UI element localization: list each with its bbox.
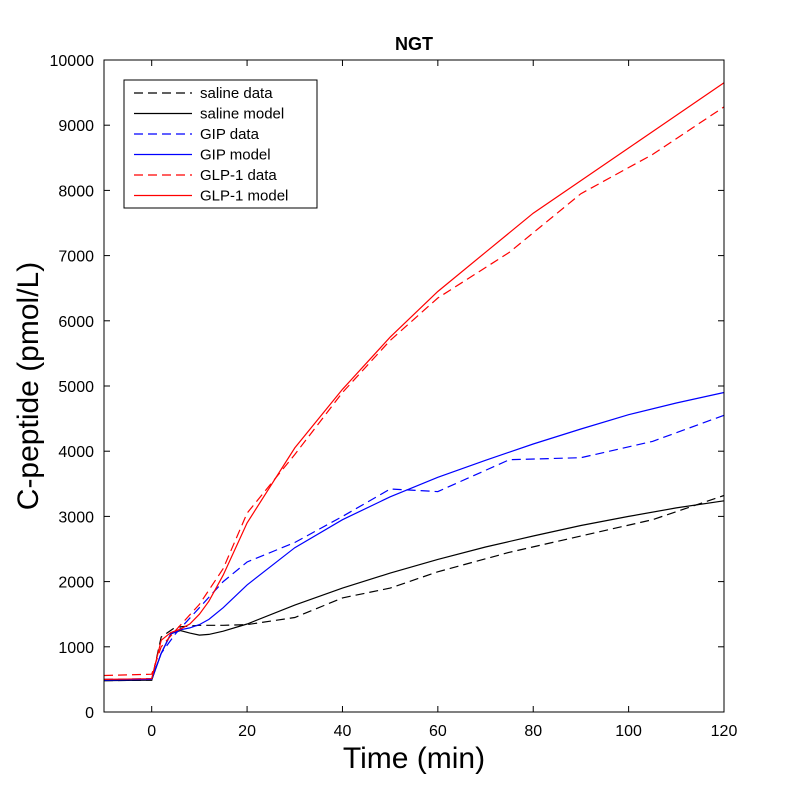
x-tick-label: 40	[334, 723, 352, 740]
y-tick-label: 9000	[58, 118, 94, 135]
y-tick-label: 8000	[58, 183, 94, 200]
legend-box	[123, 79, 318, 209]
y-tick-label: 0	[85, 705, 94, 722]
y-tick-label: 6000	[58, 314, 94, 331]
x-tick-label: 60	[429, 723, 447, 740]
series-line-gip-data	[103, 414, 725, 680]
x-axis-label: Time (min)	[343, 742, 485, 775]
x-tick-label: 80	[524, 723, 542, 740]
legend-label-saline-data: saline data	[200, 85, 273, 102]
legend-label-saline-model: saline model	[200, 106, 284, 123]
x-tick-label: 100	[615, 723, 642, 740]
legend-label-gip-data: GIP data	[200, 126, 260, 143]
y-tick-label: 7000	[58, 249, 94, 266]
y-tick-label: 4000	[58, 444, 94, 461]
y-tick-label: 2000	[58, 575, 94, 592]
legend-label-glp-1-data: GLP-1 data	[200, 167, 277, 184]
y-tick-label: 5000	[58, 379, 94, 396]
y-axis-label: C-peptide (pmol/L)	[12, 262, 45, 510]
x-tick-label: 120	[711, 723, 738, 740]
series-line-saline-data	[103, 494, 725, 682]
x-tick-label: 0	[147, 723, 156, 740]
series-layer	[103, 82, 725, 682]
legend-label-glp-1-model: GLP-1 model	[200, 188, 288, 205]
legend-label-gip-model: GIP model	[200, 147, 271, 164]
series-line-glp-1-data	[103, 106, 725, 677]
legend: saline data saline model GIP data GIP model…	[123, 79, 318, 209]
chart-title: NGT	[395, 34, 433, 54]
series-line-glp-1-model	[103, 82, 725, 680]
y-tick-label: 10000	[50, 53, 95, 70]
series-line-gip-model	[103, 391, 725, 681]
y-tick-label: 3000	[58, 509, 94, 526]
y-tick-label: 1000	[58, 640, 94, 657]
x-tick-label: 20	[238, 723, 256, 740]
ticks-layer: 0 20 40 60 80 100 120 0 1000 2000 3000 4000 5000 6000…	[50, 53, 738, 740]
